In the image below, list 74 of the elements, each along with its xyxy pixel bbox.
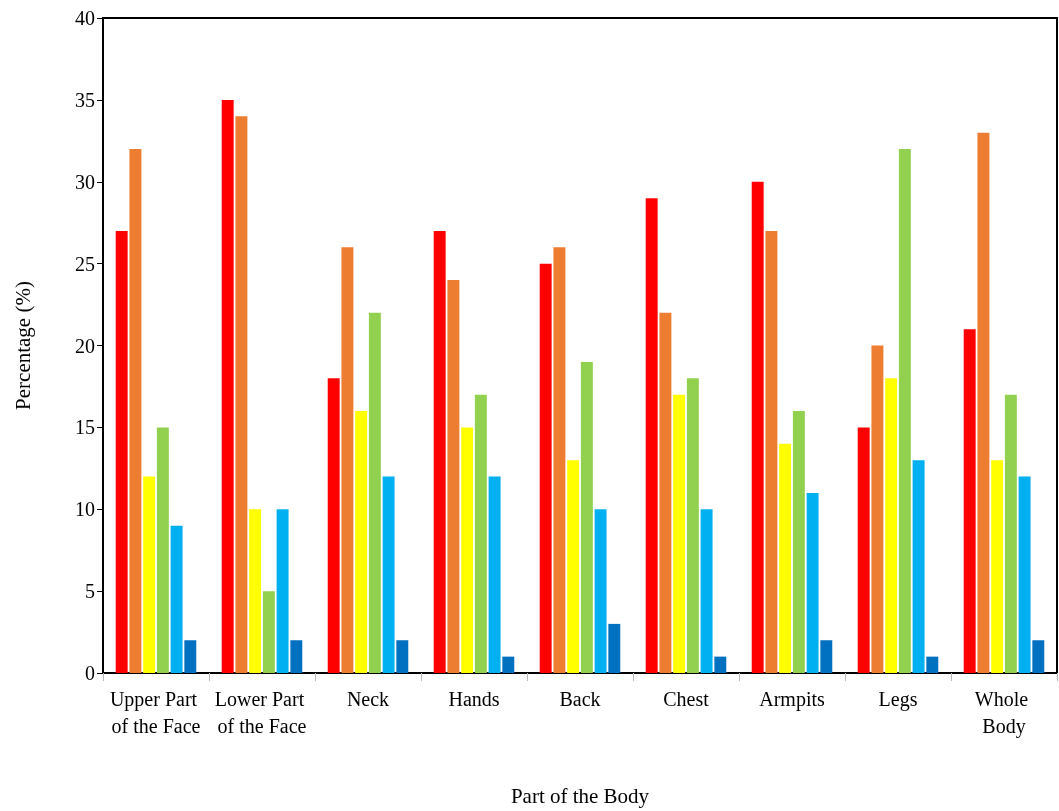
x-tick-label: Chest — [663, 687, 710, 710]
bar — [502, 656, 515, 673]
x-tick-label: Back — [559, 687, 601, 710]
bar — [700, 509, 713, 673]
bar — [1018, 476, 1031, 673]
bar — [433, 230, 446, 673]
x-axis-title: Part of the Body — [510, 783, 650, 808]
bar — [327, 378, 340, 673]
bar — [963, 329, 976, 673]
bar — [474, 394, 487, 673]
y-tick-label: 40 — [75, 7, 95, 29]
x-tick-label: Upper Part of the Face — [109, 687, 203, 737]
bar — [143, 476, 156, 673]
bar — [659, 312, 672, 673]
y-tick-label: 0 — [85, 662, 95, 684]
bar — [276, 509, 289, 673]
bar — [461, 427, 474, 673]
bar — [779, 443, 792, 673]
bar — [977, 132, 990, 673]
bar — [673, 394, 686, 673]
y-tick-label: 20 — [75, 334, 95, 357]
x-tick-label: Neck — [346, 687, 390, 710]
bar — [765, 230, 778, 673]
y-tick-label: 30 — [75, 170, 95, 193]
bar — [751, 181, 764, 673]
bar — [580, 361, 593, 673]
y-tick-label: 25 — [75, 252, 95, 275]
y-axis-title: Percentage (%) — [10, 281, 35, 410]
bar — [184, 640, 197, 673]
bar — [235, 116, 248, 673]
x-tick-label: Lower Part of the Face — [214, 687, 310, 737]
bar — [608, 623, 621, 673]
bar — [553, 247, 566, 673]
bar — [221, 99, 234, 673]
x-tick-label: Legs — [878, 687, 918, 711]
bar — [539, 263, 552, 673]
bar — [912, 460, 925, 673]
y-tick-label: 10 — [75, 498, 95, 521]
bar — [447, 280, 460, 673]
y-tick-label: 35 — [75, 88, 95, 111]
x-tick-label: Whole Body — [974, 687, 1034, 738]
bar — [368, 312, 381, 673]
bar — [341, 247, 354, 673]
bar — [170, 525, 183, 673]
bar — [382, 476, 395, 673]
bar — [806, 492, 819, 673]
bar — [871, 345, 884, 673]
bar — [926, 656, 939, 673]
bar — [991, 460, 1004, 673]
bar — [488, 476, 501, 673]
bar — [792, 411, 805, 673]
bar — [898, 149, 911, 673]
bar — [885, 378, 898, 673]
bar — [820, 640, 833, 673]
bar — [290, 640, 303, 673]
y-tick-label: 5 — [85, 580, 95, 603]
bar — [857, 427, 870, 673]
bar — [1004, 394, 1017, 673]
y-tick-label: 15 — [75, 416, 95, 439]
bar — [714, 656, 727, 673]
bar — [594, 509, 607, 673]
x-tick-label: Armpits — [759, 687, 825, 711]
bar — [567, 460, 580, 673]
bar — [645, 198, 658, 673]
bar — [1032, 640, 1045, 673]
bar — [115, 230, 128, 673]
bar — [262, 591, 275, 673]
x-tick-label: Hands — [448, 687, 500, 710]
bar — [396, 640, 409, 673]
bar — [355, 411, 368, 673]
bar — [249, 509, 262, 673]
bar — [129, 149, 142, 673]
bar — [156, 427, 169, 673]
bar — [686, 378, 699, 673]
